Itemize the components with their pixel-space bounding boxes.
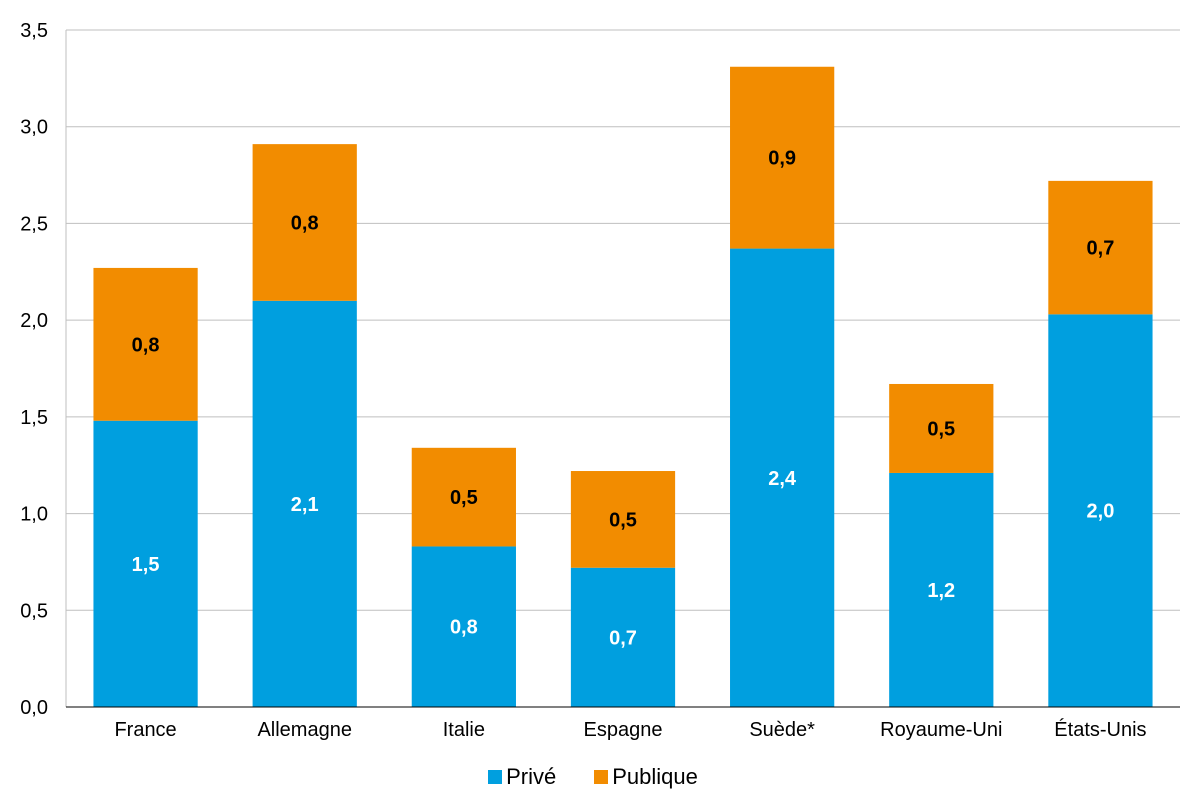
bar-publique [93, 267, 198, 421]
data-label-prive: 1,2 [927, 580, 955, 602]
bar-prive [411, 546, 516, 707]
data-label-publique: 0,5 [927, 418, 955, 440]
y-tick-label: 0,5 [20, 600, 48, 622]
bar-publique [730, 66, 835, 249]
data-label-prive: 0,8 [450, 617, 478, 639]
bar-prive [93, 420, 198, 707]
x-axis-categories: France Allemagne Italie Espagne Suède* Royaum… [114, 718, 1146, 741]
x-category-label: Espagne [584, 719, 663, 741]
x-category-label: France [114, 719, 176, 741]
y-tick-label: 3,0 [20, 117, 48, 139]
data-label-publique: 0,5 [450, 487, 478, 509]
y-axis-ticks: 0,0 0,5 1,0 1,5 2,0 2,5 3,0 3,5 [20, 20, 48, 719]
bar-prive [889, 472, 994, 707]
y-tick-label: 2,5 [20, 213, 48, 235]
legend: Privé Publique [0, 762, 1186, 792]
y-tick-label: 3,5 [20, 20, 48, 42]
x-category-label: Allemagne [257, 719, 352, 741]
legend-item-publique: Publique [594, 764, 698, 790]
data-label-publique: 0,9 [768, 148, 796, 170]
gridlines [65, 29, 1180, 707]
x-category-label: États-Unis [1054, 718, 1146, 741]
legend-label-prive: Privé [506, 764, 557, 789]
data-label-prive: 1,5 [132, 554, 160, 576]
bar-prive [570, 567, 676, 707]
bar-publique [570, 471, 676, 568]
data-labels: 1,5 0,8 2,1 0,8 0,8 0,5 0,7 0,5 2,4 0,9 1,2 0,5 2,0 0… [132, 148, 1115, 650]
data-label-prive: 2,1 [291, 494, 319, 516]
y-tick-label: 0,0 [20, 697, 48, 719]
bar-publique [252, 144, 357, 301]
y-tick-label: 1,5 [20, 407, 48, 429]
y-tick-label: 1,0 [20, 504, 48, 526]
bar-publique [1048, 180, 1153, 315]
x-category-label: Royaume-Uni [880, 719, 1002, 741]
y-tick-label: 2,0 [20, 310, 48, 332]
bar-publique [411, 447, 516, 547]
legend-swatch-publique [594, 770, 609, 784]
legend-label-publique: Publique [612, 764, 698, 789]
legend-item-prive: Privé [488, 764, 556, 790]
data-label-publique: 0,8 [132, 334, 160, 356]
bar-publique [889, 383, 994, 473]
data-label-prive: 0,7 [609, 627, 637, 649]
bar-prive [1048, 314, 1153, 707]
data-label-publique: 0,7 [1087, 238, 1115, 260]
data-label-publique: 0,5 [609, 509, 637, 531]
bar-prive [252, 300, 357, 707]
x-category-label: Suède* [749, 719, 815, 741]
data-label-publique: 0,8 [291, 212, 319, 234]
data-label-prive: 2,4 [768, 468, 797, 490]
legend-swatch-prive [488, 770, 503, 784]
bar-prive [730, 248, 835, 707]
bars [93, 66, 1153, 707]
data-label-prive: 2,0 [1087, 501, 1115, 523]
x-category-label: Italie [443, 719, 485, 741]
